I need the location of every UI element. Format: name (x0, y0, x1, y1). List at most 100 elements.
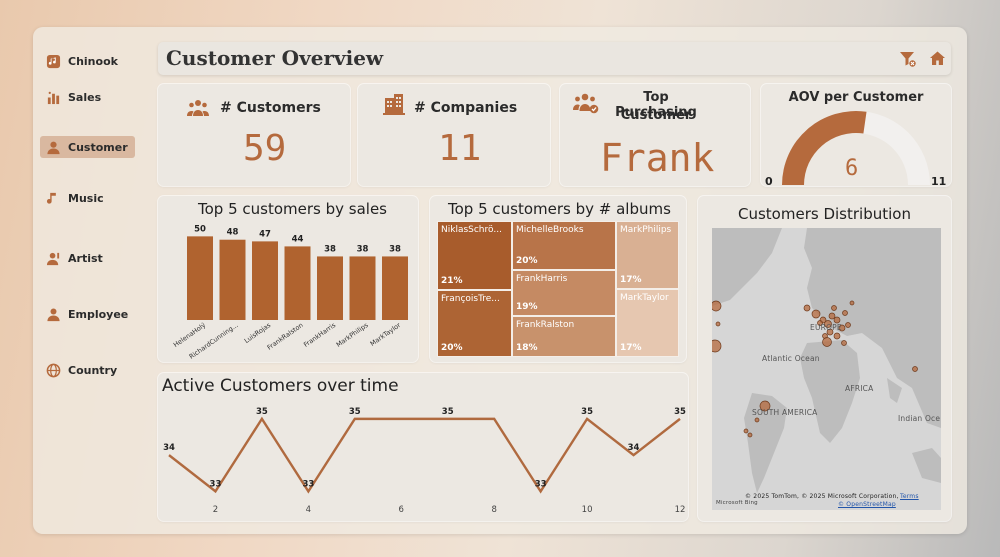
app-logo-icon (46, 54, 61, 68)
kpi-companies-value: 11 (438, 128, 482, 169)
kpi-customers-value: 59 (243, 128, 287, 169)
treemap-cell-name: MichelleBrooks (516, 225, 584, 235)
nav-item-music[interactable]: Music (40, 187, 110, 209)
header-bar: Customer Overview (158, 42, 951, 75)
world-map (712, 228, 941, 493)
nav-item-sales[interactable]: Sales (40, 86, 107, 108)
bar-category-label: MarkTaylor (369, 321, 403, 348)
bar-value-label: 38 (357, 244, 369, 254)
bar-value-label: 38 (324, 244, 336, 254)
bar[interactable] (382, 256, 408, 320)
bar[interactable] (349, 256, 376, 320)
line-chart-card: Active Customers over time 34 33 35 33 35 35 3… (158, 373, 688, 521)
line-point-label: 35 (674, 407, 686, 417)
kpi-companies-title: # Companies (414, 100, 518, 116)
gauge-min-label: 0 (765, 175, 773, 188)
kpi-aov-card: AOV per Customer 0 11 6 (761, 84, 951, 188)
line-point-label: 33 (302, 479, 314, 489)
map-label-south-america: SOUTH AMERICA (752, 408, 818, 417)
bar-value-label: 44 (292, 234, 304, 244)
treemap-cell-percent: 19% (516, 302, 538, 312)
kpi-top-customer-title-1: Top Purchasing (615, 90, 697, 120)
treemap-cell-percent: 17% (620, 343, 642, 353)
bar-category-label: LuisRojas (243, 321, 273, 345)
treemap-cell-percent: 21% (441, 276, 463, 286)
treemap-cell[interactable]: MichelleBrooks 20% (512, 221, 616, 270)
map-title: Customers Distribution (738, 205, 911, 223)
treemap-cell-percent: 17% (620, 275, 642, 285)
line-chart: 34 33 35 33 35 35 33 35 34 35 2 4 6 8 10 12 (163, 407, 686, 515)
line-series[interactable] (168, 416, 681, 494)
treemap-cell-percent: 20% (516, 256, 538, 266)
map-label-atlantic: Atlantic Ocean (762, 354, 820, 363)
treemap-cell-name: NiklasSchrö... (441, 225, 502, 235)
treemap-cell-name: FrançoisTre... (441, 294, 500, 304)
kpi-top-customer-value: Frank (600, 136, 715, 180)
nav-item-chinook[interactable]: Chinook (40, 50, 124, 72)
nav-item-artist[interactable]: Artist (40, 247, 109, 269)
treemap-cell[interactable]: FrankHarris 19% (512, 270, 616, 316)
map-view[interactable]: EUROPE Atlantic Ocean AFRICA SOUTH AMERI… (712, 228, 941, 510)
bar-value-label: 50 (194, 224, 206, 234)
line-point-label: 35 (442, 407, 454, 417)
kpi-top-customer-card: Top Purchasing Customer Frank (560, 84, 750, 186)
line-x-tick: 2 (213, 505, 218, 515)
map-terms-link[interactable]: Terms (900, 493, 919, 500)
bar[interactable] (219, 239, 246, 320)
gauge-max-label: 11 (931, 175, 947, 188)
treemap-cell-name: MarkPhilips (620, 225, 672, 235)
treemap-cell[interactable]: MarkPhilips 17% (616, 221, 679, 289)
treemap-cell[interactable]: FrançoisTre... 20% (437, 290, 512, 357)
kpi-customers-card: # Customers 59 (158, 84, 350, 186)
gauge-fill (782, 110, 867, 185)
page-title: Customer Overview (166, 46, 384, 70)
line-chart-title: Active Customers over time (162, 376, 399, 396)
bar[interactable] (284, 246, 311, 320)
bar[interactable] (252, 241, 278, 320)
bar-chart-card: Top 5 customers by sales 50 HelenaHolý 48 R… (158, 196, 418, 362)
treemap-cell[interactable]: FrankRalston 18% (512, 316, 616, 357)
map-card: Customers Distribution (698, 196, 951, 521)
treemap-cell[interactable]: MarkTaylor 17% (616, 289, 679, 357)
map-attribution: © 2025 TomTom, © 2025 Microsoft Corporat… (745, 493, 899, 500)
globe-icon (46, 363, 61, 377)
bar-category-label: FrankRalston (266, 321, 305, 352)
kpi-customers-title: # Customers (220, 100, 321, 116)
map-osm-link[interactable]: © OpenStreetMap (838, 501, 896, 508)
bar-chart: 50HelenaHolý48RichardCunning...47LuisRoj… (172, 224, 408, 361)
treemap-chart: NiklasSchrö... 21% FrançoisTre... 20% Michel… (430, 196, 686, 362)
home-icon[interactable] (929, 50, 946, 67)
treemap-title: Top 5 customers by # albums (448, 200, 671, 218)
bar-value-label: 38 (389, 244, 401, 254)
line-point-label: 33 (535, 479, 547, 489)
nav-label-chinook: Chinook (68, 54, 118, 68)
filter-icon[interactable] (899, 50, 917, 68)
nav-label-music: Music (68, 191, 104, 205)
map-label-indian: Indian Oce (898, 414, 941, 423)
nav-label-employee: Employee (68, 307, 129, 321)
line-point-label: 35 (256, 407, 268, 417)
nav-label-customer: Customer (68, 140, 128, 154)
bar[interactable] (187, 236, 213, 320)
artist-icon (46, 252, 60, 265)
nav-label-sales: Sales (68, 90, 102, 104)
nav-item-customer[interactable]: Customer (40, 136, 135, 158)
gauge-value: 6 (845, 156, 859, 181)
line-point-label: 34 (163, 443, 175, 453)
treemap-cell[interactable]: NiklasSchrö... 21% (437, 221, 512, 290)
bar-value-label: 48 (227, 228, 239, 238)
nav-item-employee[interactable]: Employee (40, 303, 134, 325)
bar-chart-title: Top 5 customers by sales (198, 200, 387, 218)
employee-icon (47, 308, 60, 321)
treemap-cell-name: FrankRalston (516, 320, 575, 330)
line-point-label: 33 (210, 479, 222, 489)
nav-label-artist: Artist (68, 251, 103, 265)
line-point-label: 35 (349, 407, 361, 417)
bar[interactable] (317, 256, 343, 320)
bar-chart-icon (47, 91, 60, 104)
line-x-tick: 6 (399, 505, 404, 515)
treemap-cell-name: MarkTaylor (620, 293, 669, 303)
nav-item-country[interactable]: Country (40, 359, 123, 381)
map-label-europe: EUROPE (810, 323, 842, 332)
line-point-label: 35 (581, 407, 593, 417)
